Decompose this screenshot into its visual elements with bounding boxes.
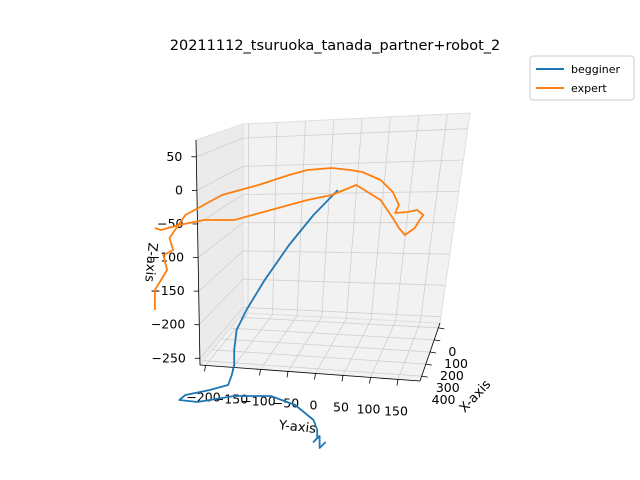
x-tick-label: 400 [432, 392, 456, 407]
x-tick-mark [425, 363, 432, 366]
series-line-expert [153, 167, 425, 310]
y-gridline [260, 120, 306, 370]
z-axis-line [195, 139, 201, 366]
legend-label-expert: expert [571, 82, 607, 95]
x-gridline [230, 327, 435, 341]
x-gridline [221, 338, 431, 353]
z-gridline [199, 306, 441, 359]
x-tick-label: 0 [448, 344, 456, 359]
grid-lines [196, 114, 468, 380]
z-tick-label: −100 [150, 250, 184, 265]
z-tick-label: −250 [152, 350, 186, 365]
z-gridline [198, 250, 450, 292]
y-gridline [370, 115, 420, 378]
y-gridline [232, 122, 278, 368]
y-tick-label: 100 [357, 401, 381, 416]
y-tick-label: 50 [333, 399, 349, 414]
y-axis-label: Y-axis [277, 418, 317, 437]
z-gridline [196, 159, 464, 191]
z-tick-label: 0 [175, 182, 183, 197]
y-gridline [397, 114, 448, 380]
axes-panes [195, 112, 471, 382]
z-tick-label: −150 [150, 283, 184, 298]
x-gridline [203, 360, 422, 377]
z-gridline [197, 222, 455, 258]
x-tick-mark [429, 351, 437, 354]
z-tick-label: 50 [166, 149, 182, 164]
chart-title: 20211112_tsuruoka_tanada_partner+robot_2 [170, 38, 500, 54]
x-tick-mark [438, 327, 445, 330]
x-tick-mark [434, 339, 441, 342]
x-tick-mark [421, 375, 428, 378]
y-gridline [287, 119, 335, 372]
axis-ticks: 500−50−100−150−200−250−200−150−100−50 0 50… [150, 149, 468, 419]
x-gridline [212, 349, 426, 365]
series-line-begginer [178, 189, 339, 449]
x-tick-label: 200 [440, 368, 464, 383]
y-tick-mark [369, 377, 371, 384]
z-tick-label: −200 [151, 317, 185, 332]
legend: begginer expert [529, 55, 635, 101]
y-tick-label: −100 [241, 393, 275, 408]
z-gridline [198, 278, 446, 325]
x-tick-label: 300 [436, 380, 460, 395]
y-tick-mark [314, 373, 316, 380]
legend-label-begginer: begginer [571, 63, 621, 76]
z-axis-label: Z-axis [141, 242, 159, 283]
x-tick-label: 100 [444, 356, 468, 371]
y-tick-mark [396, 379, 399, 386]
back-pane [242, 112, 471, 324]
y-axis-line [199, 364, 421, 382]
y-tick-label: 0 [310, 397, 318, 412]
y-tick-label: 150 [384, 403, 408, 418]
floor-pane [198, 312, 441, 382]
x-gridline [239, 316, 439, 329]
y-tick-mark [286, 371, 289, 378]
y-tick-mark [341, 375, 344, 382]
y-tick-mark [204, 365, 206, 372]
z-gridline [197, 190, 459, 225]
y-tick-mark [259, 369, 261, 376]
z-gridline [196, 128, 468, 158]
series-group [153, 167, 425, 449]
